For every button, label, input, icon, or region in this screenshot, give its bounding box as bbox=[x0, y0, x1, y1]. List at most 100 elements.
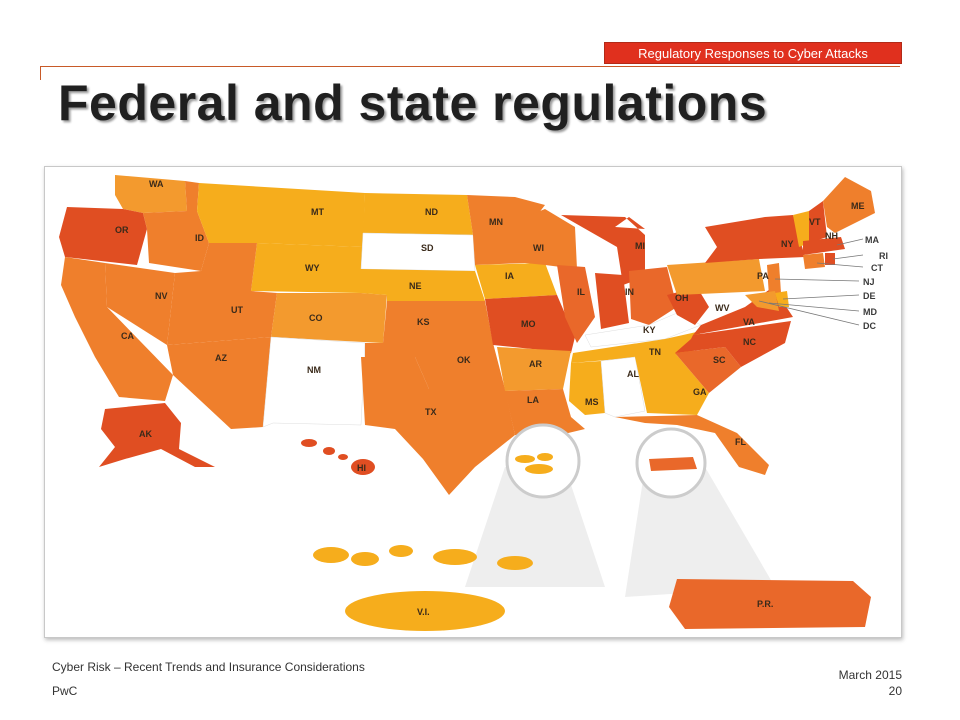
pr-zoom-wedge bbox=[625, 467, 775, 597]
label-ks: KS bbox=[417, 317, 430, 327]
vi-zoom-wedge bbox=[465, 467, 605, 587]
label-oh: OH bbox=[675, 293, 689, 303]
label-ar: AR bbox=[529, 359, 542, 369]
state-nv bbox=[105, 263, 175, 345]
vi-inset-circle bbox=[505, 423, 581, 499]
state-ne bbox=[361, 269, 485, 301]
label-ne: NE bbox=[409, 281, 422, 291]
label-ca: CA bbox=[121, 331, 134, 341]
label-pa: PA bbox=[757, 271, 769, 281]
page-title: Federal and state regulations bbox=[58, 75, 768, 131]
state-in bbox=[595, 273, 629, 329]
state-ks bbox=[383, 301, 493, 343]
label-dc: DC bbox=[863, 321, 876, 331]
map-svg: WA OR CA ID NV MT WY UT AZ CO NM ND SD N… bbox=[59, 175, 888, 631]
us-regulation-map: WA OR CA ID NV MT WY UT AZ CO NM ND SD N… bbox=[44, 166, 902, 638]
pr-mini bbox=[649, 457, 697, 471]
footer-date: March 2015 bbox=[838, 668, 902, 682]
label-tn: TN bbox=[649, 347, 661, 357]
label-va: VA bbox=[743, 317, 755, 327]
state-wy bbox=[251, 243, 363, 293]
state-al bbox=[600, 356, 646, 418]
state-oh bbox=[629, 267, 677, 325]
label-in: IN bbox=[625, 287, 634, 297]
header-rule-tick bbox=[40, 66, 41, 80]
label-md: MD bbox=[863, 307, 877, 317]
state-id bbox=[143, 181, 209, 271]
label-wv: WV bbox=[715, 303, 730, 313]
label-sd: SD bbox=[421, 243, 434, 253]
state-mi bbox=[561, 215, 645, 285]
state-ut bbox=[167, 243, 277, 345]
state-ga bbox=[635, 353, 709, 415]
label-fl: FL bbox=[735, 437, 746, 447]
label-de: DE bbox=[863, 291, 876, 301]
state-sd bbox=[360, 232, 476, 272]
state-ny bbox=[705, 215, 805, 263]
label-mo: MO bbox=[521, 319, 536, 329]
label-ga: GA bbox=[693, 387, 707, 397]
state-la bbox=[505, 389, 585, 439]
state-nj bbox=[767, 263, 781, 297]
label-nv: NV bbox=[155, 291, 168, 301]
state-wv bbox=[667, 287, 709, 325]
label-ms: MS bbox=[585, 397, 599, 407]
label-mi: MI bbox=[635, 241, 645, 251]
label-ok: OK bbox=[457, 355, 471, 365]
label-ct: CT bbox=[871, 263, 883, 273]
state-me bbox=[823, 177, 875, 233]
label-nd: ND bbox=[425, 207, 438, 217]
label-mt: MT bbox=[311, 207, 324, 217]
state-tx bbox=[361, 357, 515, 495]
state-ms bbox=[569, 361, 605, 415]
label-mn: MN bbox=[489, 217, 503, 227]
label-wi: WI bbox=[533, 243, 544, 253]
state-ok bbox=[365, 343, 505, 389]
state-ia bbox=[475, 263, 557, 299]
label-az: AZ bbox=[215, 353, 227, 363]
state-nm bbox=[262, 336, 366, 428]
label-vi: V.I. bbox=[417, 607, 430, 617]
label-ia: IA bbox=[505, 271, 515, 281]
label-ut: UT bbox=[231, 305, 243, 315]
label-me: ME bbox=[851, 201, 865, 211]
footer-company: PwC bbox=[52, 684, 78, 698]
state-mt bbox=[197, 183, 365, 247]
label-ky: KY bbox=[643, 325, 656, 335]
state-az bbox=[167, 337, 271, 429]
state-mn bbox=[467, 195, 545, 265]
label-nj: NJ bbox=[863, 277, 875, 287]
label-id: ID bbox=[195, 233, 205, 243]
vi-mini bbox=[515, 453, 553, 474]
state-de bbox=[775, 291, 789, 307]
state-wi bbox=[525, 209, 577, 269]
state-hi bbox=[301, 439, 375, 475]
label-al: AL bbox=[627, 369, 639, 379]
state-md bbox=[745, 291, 779, 311]
state-il bbox=[557, 265, 595, 343]
label-il: IL bbox=[577, 287, 586, 297]
state-mo bbox=[485, 295, 575, 353]
label-wa: WA bbox=[149, 179, 164, 189]
label-pr: P.R. bbox=[757, 599, 773, 609]
label-ma: MA bbox=[865, 235, 879, 245]
state-co bbox=[271, 293, 387, 343]
state-vt bbox=[793, 211, 809, 247]
label-sc: SC bbox=[713, 355, 726, 365]
state-ri bbox=[825, 253, 835, 265]
state-pa bbox=[667, 259, 765, 295]
state-wa bbox=[115, 175, 187, 213]
state-ma bbox=[803, 237, 845, 255]
territory-vi bbox=[313, 545, 533, 631]
state-nd bbox=[363, 193, 473, 235]
state-sc bbox=[675, 347, 741, 393]
label-co: CO bbox=[309, 313, 323, 323]
label-la: LA bbox=[527, 395, 539, 405]
header-rule bbox=[40, 66, 900, 67]
state-ca bbox=[61, 257, 173, 401]
label-nm: NM bbox=[307, 365, 321, 375]
state-nc bbox=[675, 321, 791, 367]
label-ak: AK bbox=[139, 429, 152, 439]
label-hi: HI bbox=[357, 463, 366, 473]
state-fl bbox=[615, 415, 769, 475]
